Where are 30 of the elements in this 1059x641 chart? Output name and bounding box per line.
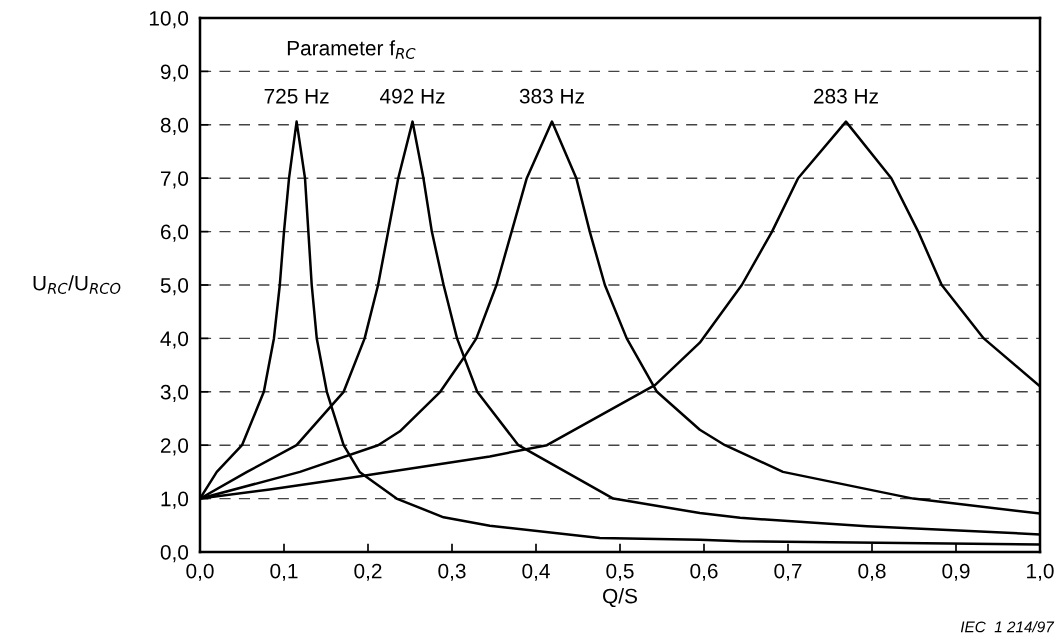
x-tick-label: 0,4 xyxy=(522,563,550,581)
x-axis-title: Q/S xyxy=(603,588,637,608)
x-tick-label: 0,8 xyxy=(858,563,886,581)
y-tick-label: 8,0 xyxy=(160,117,189,136)
y-tick-label: 0,0 xyxy=(160,545,189,563)
annotation: Parameter f$_{RC}$ xyxy=(287,40,416,59)
y-tick-label: 7,0 xyxy=(161,171,189,189)
y-tick-label: 3,0 xyxy=(160,384,189,403)
y-tick-label: 4,0 xyxy=(160,331,189,349)
series-label: 725 Hz xyxy=(264,88,329,104)
x-tick-label: 0,1 xyxy=(270,563,298,581)
x-tick-label: 0,3 xyxy=(438,563,466,581)
y-tick-label: 1,0 xyxy=(161,491,189,509)
x-tick-label: 1,0 xyxy=(1027,563,1054,581)
y-tick-label: 6,0 xyxy=(160,224,189,242)
x-tick-label: 0,2 xyxy=(354,563,382,581)
x-tick-label: 0,5 xyxy=(606,563,634,581)
series-label: 492 Hz xyxy=(380,88,445,104)
x-tick-label: 0,9 xyxy=(942,563,970,581)
y-axis-title: U$_{RC}$/U$_{RCO}$ xyxy=(33,275,121,294)
x-tick-label: 0,0 xyxy=(186,563,214,581)
series-label: 383 Hz xyxy=(519,88,584,104)
y-tick-label: 9,0 xyxy=(160,64,189,82)
y-tick-label: 10,0 xyxy=(149,11,189,29)
series-label: 283 Hz xyxy=(814,88,878,104)
text: IEC 1 214/97 xyxy=(960,621,1055,633)
x-tick-label: 0,6 xyxy=(690,563,718,581)
x-tick-label: 0,7 xyxy=(774,563,802,581)
y-tick-label: 5,0 xyxy=(160,278,189,296)
y-tick-label: 2,0 xyxy=(160,438,189,456)
